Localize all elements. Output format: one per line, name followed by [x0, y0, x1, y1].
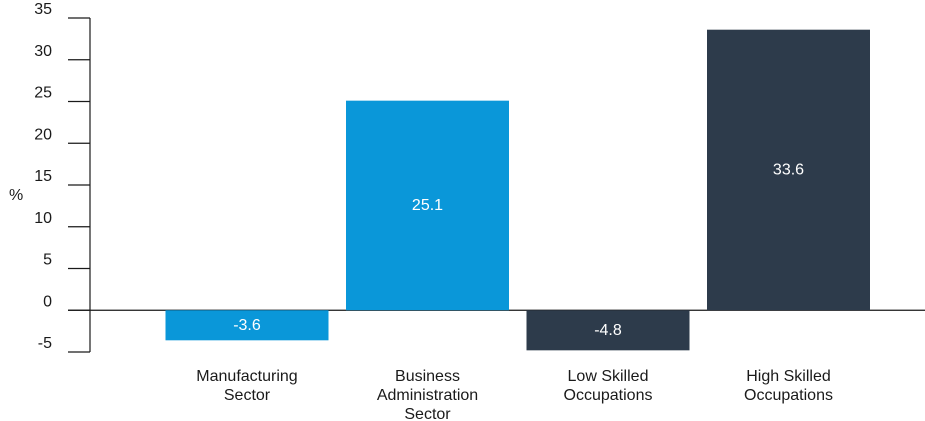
bar [346, 100, 509, 311]
y-tick-label: 20 [34, 126, 52, 143]
y-tick-label: 0 [43, 293, 52, 310]
y-tick-label: 5 [43, 252, 52, 269]
y-tick-label: -5 [38, 335, 52, 352]
bar [165, 310, 329, 341]
y-tick-label: 10 [34, 210, 52, 227]
bar-value-label: -4.8 [594, 322, 622, 339]
category-labels: Manufacturing Sector Business Administratio… [196, 368, 833, 421]
x-category-label: High Skilled Occupations [744, 368, 833, 404]
y-tick-label: 15 [34, 168, 52, 185]
y-tick-label: 30 [34, 43, 52, 60]
y-tick-label: 35 [34, 1, 52, 18]
x-category-label: Business Administration Sector [377, 368, 478, 421]
bars-group: -3.6 25.1 -4.8 33.6 [165, 29, 870, 351]
bar [526, 310, 690, 351]
bar [707, 29, 870, 311]
bar-value-label: 25.1 [412, 197, 443, 214]
bar-value-label: 33.6 [773, 161, 804, 178]
y-tick-label: 25 [34, 85, 52, 102]
bar-value-label: -3.6 [233, 317, 261, 334]
x-category-label: Manufacturing Sector [196, 368, 297, 404]
x-category-label: Low Skilled Occupations [564, 368, 653, 404]
y-axis-title: % [9, 187, 23, 204]
y-axis-ticks: 35 30 25 20 15 10 5 0 -5 [34, 1, 90, 353]
